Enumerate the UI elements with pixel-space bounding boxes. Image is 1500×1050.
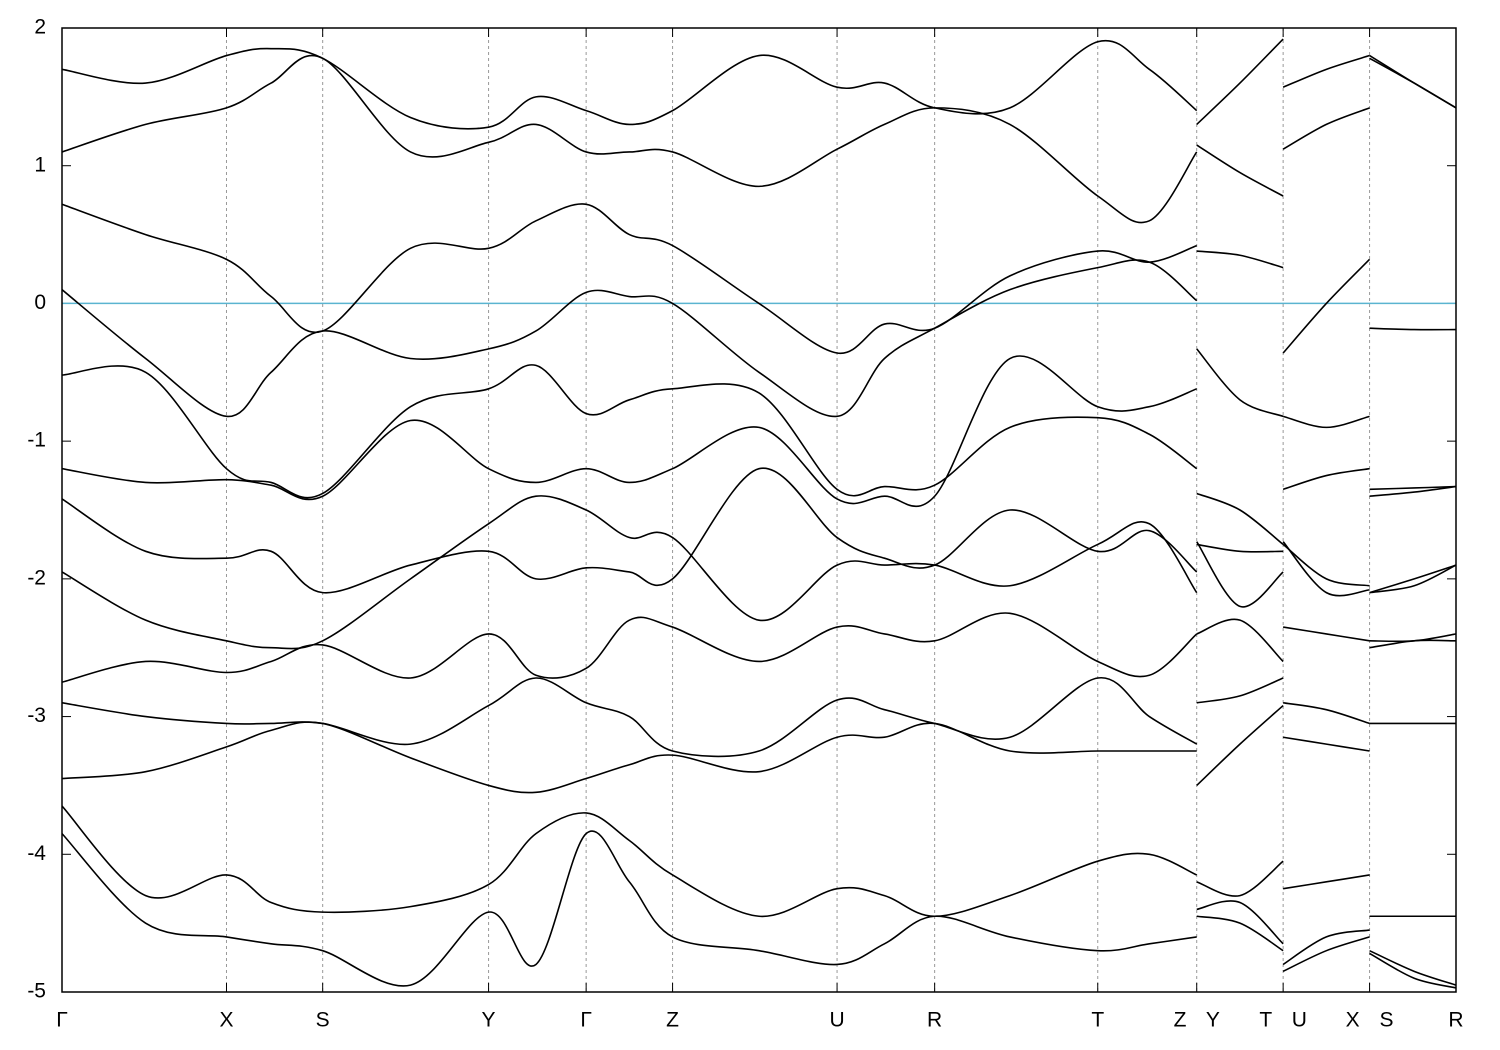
y-tick-label: -2 [27, 566, 46, 589]
band [1196, 618, 1284, 663]
band [62, 467, 1198, 594]
band [1283, 626, 1370, 642]
band [62, 203, 1197, 354]
band [1282, 936, 1370, 973]
band [1369, 485, 1456, 491]
band [1196, 900, 1284, 945]
bands [62, 38, 1456, 989]
band [1196, 38, 1284, 125]
band [1282, 415, 1370, 429]
band [62, 355, 1198, 508]
band [1283, 736, 1370, 752]
band [1369, 57, 1456, 109]
band [1283, 702, 1370, 725]
band [62, 495, 1198, 650]
band [1282, 107, 1370, 150]
band [1196, 492, 1284, 546]
x-tick-label: X S [1346, 1009, 1394, 1032]
x-tick-label: Γ [580, 1009, 592, 1032]
band [62, 830, 1197, 987]
band [62, 364, 1198, 499]
labels: -5 -4 -3 -2 -1 0 1 2 Γ X S Y Γ Z U R T Z Y T U X S R [27, 16, 1463, 1032]
band [1196, 704, 1284, 787]
y-tick-label: 0 [34, 291, 46, 314]
band [1282, 258, 1371, 354]
x-tick-label: T [1091, 1009, 1104, 1032]
band [62, 805, 1198, 918]
y-tick-label: 1 [34, 153, 46, 176]
band [1369, 949, 1456, 986]
band [1369, 639, 1456, 649]
y-tick-label: -4 [27, 842, 46, 865]
band [1369, 564, 1456, 594]
band [1196, 915, 1284, 952]
x-tick-label: S [316, 1009, 330, 1032]
y-tick-label: -3 [27, 704, 46, 727]
band [1369, 564, 1456, 594]
band [1283, 874, 1370, 890]
band [1282, 543, 1370, 587]
band [1282, 54, 1370, 88]
x-tick-label: Γ [56, 1009, 68, 1032]
y-tick-label: -5 [27, 980, 46, 1003]
band [1196, 144, 1284, 197]
band [1282, 467, 1370, 491]
band [1369, 327, 1456, 331]
band [1282, 541, 1370, 597]
x-tick-label: U [829, 1009, 844, 1032]
band [62, 55, 1198, 224]
x-tick-label: Z Y [1174, 1009, 1220, 1032]
band [1369, 485, 1456, 498]
x-tick-label: R [927, 1009, 942, 1032]
x-tick-label: Z [666, 1009, 679, 1032]
x-tick-label: X [219, 1009, 233, 1032]
band [62, 259, 1198, 418]
band [1282, 929, 1370, 966]
band [62, 721, 1197, 794]
plot-frame [61, 27, 1457, 993]
band [1196, 348, 1284, 418]
band [1196, 543, 1284, 553]
grid [61, 27, 1457, 993]
x-tick-label: T U [1259, 1009, 1306, 1032]
band [62, 39, 1198, 130]
band [1196, 860, 1284, 897]
band [1196, 677, 1284, 704]
band [1196, 541, 1284, 608]
band [62, 677, 1198, 758]
band [1369, 952, 1456, 989]
y-tick-label: -1 [27, 429, 46, 452]
x-tick-label: R [1448, 1009, 1463, 1032]
x-tick-label: Y [482, 1009, 496, 1032]
band [62, 612, 1198, 683]
band [1196, 250, 1284, 269]
y-tick-label: 2 [34, 16, 46, 39]
